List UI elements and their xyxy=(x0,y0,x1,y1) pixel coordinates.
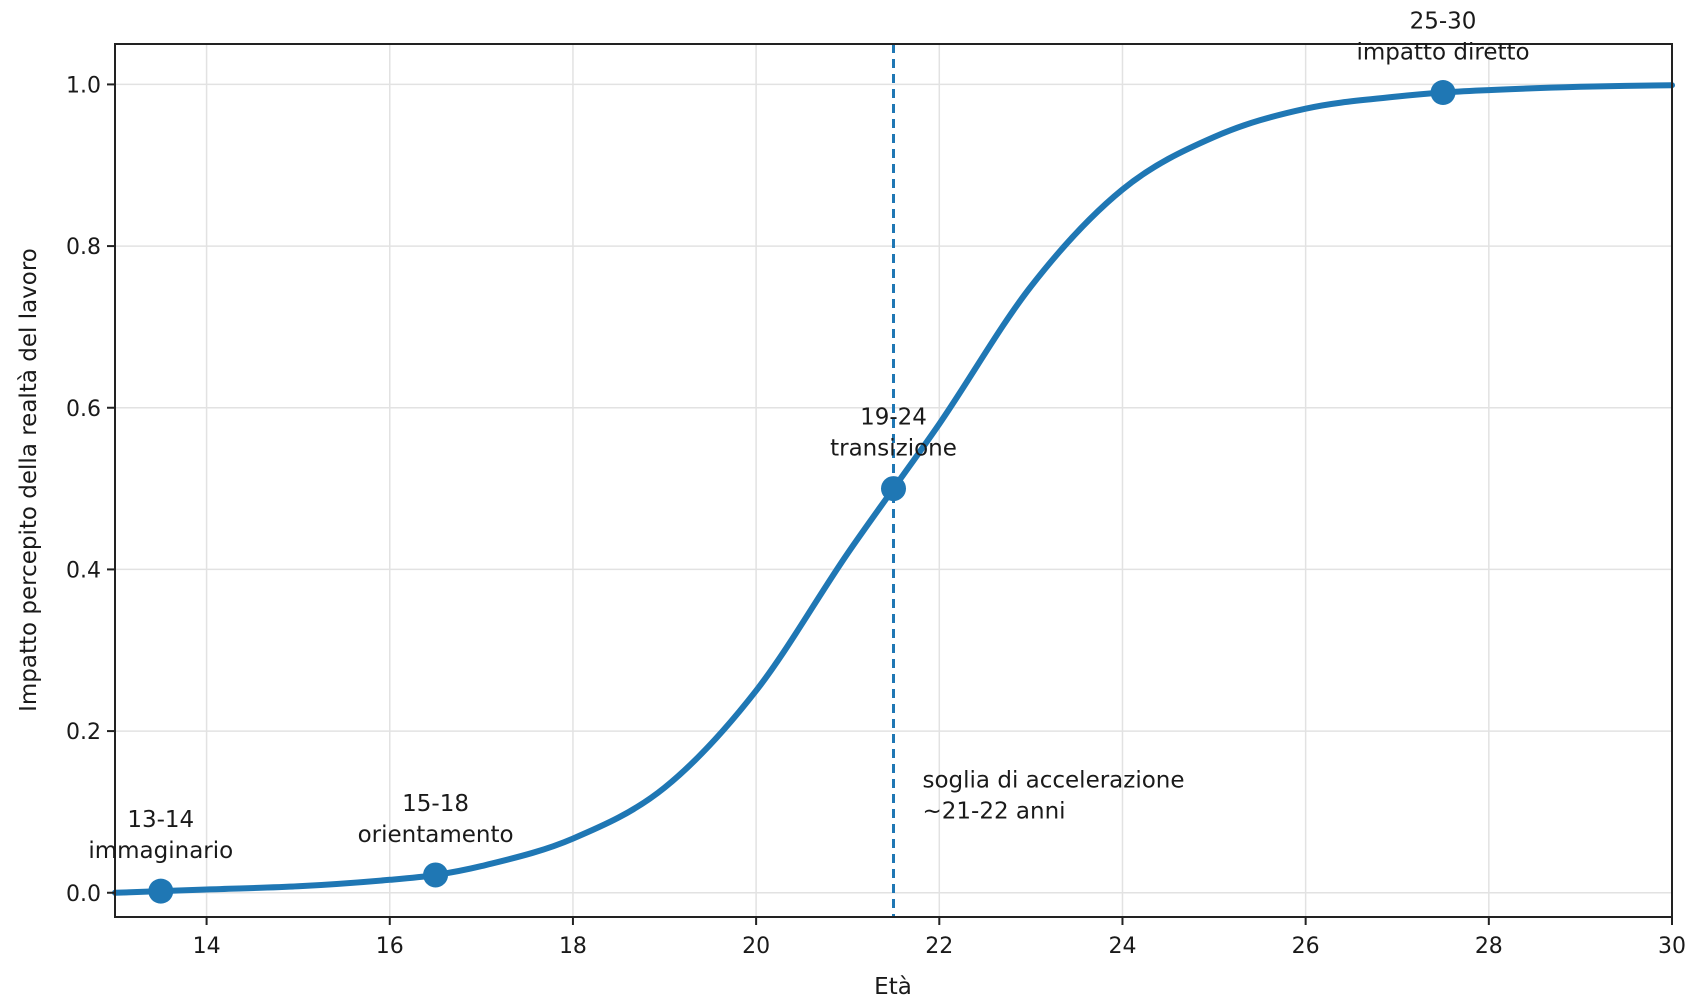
x-tick-label: 24 xyxy=(1108,934,1136,959)
point-label-range: 13-14 xyxy=(127,807,194,833)
ticks-group: 14 16 18 20 22 24 26 28 30 0.0 0.2 0.4 0.6 0.8 1.0 xyxy=(66,73,1686,959)
y-tick-label: 1.0 xyxy=(66,73,101,98)
point-label-range: 15-18 xyxy=(402,791,469,817)
x-tick-label: 26 xyxy=(1292,934,1320,959)
point-label-phase: immaginario xyxy=(88,838,233,864)
threshold-sublabel: ~21-22 anni xyxy=(923,799,1066,825)
x-axis-title: Età xyxy=(874,974,912,998)
data-point xyxy=(148,878,174,904)
x-tick-label: 18 xyxy=(559,934,587,959)
data-point xyxy=(1430,80,1456,105)
plot-frame xyxy=(114,43,1673,918)
x-tick-label: 22 xyxy=(925,934,953,959)
point-label-phase: orientamento xyxy=(358,822,514,848)
x-tick-label: 14 xyxy=(193,934,221,959)
y-tick-label: 0.8 xyxy=(66,235,101,260)
x-tick-label: 28 xyxy=(1475,934,1503,959)
y-axis-title: Impatto percepito della realtà del lavor… xyxy=(16,248,42,712)
y-tick-label: 0.0 xyxy=(66,882,101,907)
data-point xyxy=(423,862,449,888)
y-tick-label: 0.2 xyxy=(66,720,101,745)
x-tick-label: 20 xyxy=(742,934,770,959)
point-label-range: 19-24 xyxy=(860,405,927,431)
annotations-group: 13-14 immaginario 15-18 orientamento 19-24 tr… xyxy=(88,9,1529,865)
x-tick-label: 30 xyxy=(1658,934,1686,959)
point-label-range: 25-30 xyxy=(1410,9,1477,35)
points-group xyxy=(148,80,1456,904)
y-tick-label: 0.4 xyxy=(66,558,101,583)
threshold-label: soglia di accelerazione xyxy=(923,768,1185,794)
x-tick-label: 16 xyxy=(376,934,404,959)
point-label-phase: transizione xyxy=(830,436,957,462)
point-label-phase: impatto diretto xyxy=(1356,40,1529,66)
y-tick-label: 0.6 xyxy=(66,397,101,422)
data-point xyxy=(881,476,906,502)
